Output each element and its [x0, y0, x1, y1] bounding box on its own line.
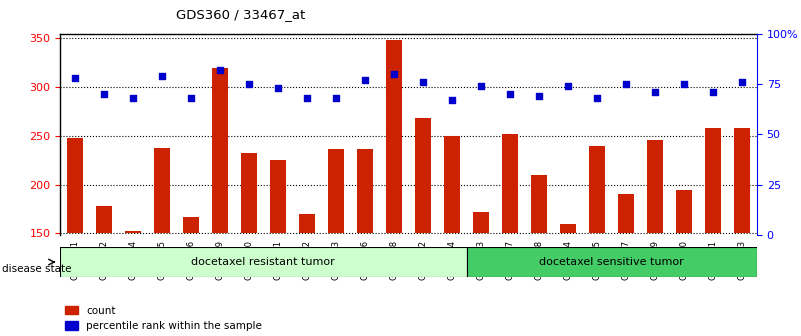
- Bar: [328, 150, 344, 233]
- Bar: [154, 148, 170, 233]
- Point: [127, 95, 139, 101]
- Bar: [357, 149, 373, 233]
- Point: [388, 71, 400, 77]
- Point: [533, 93, 545, 99]
- Text: docetaxel resistant tumor: docetaxel resistant tumor: [191, 257, 335, 267]
- Point: [155, 73, 168, 79]
- Bar: [473, 212, 489, 233]
- Point: [475, 83, 488, 89]
- Point: [678, 81, 690, 87]
- Point: [417, 79, 429, 85]
- Point: [504, 91, 517, 97]
- Point: [620, 81, 633, 87]
- Point: [649, 89, 662, 95]
- Bar: [125, 231, 141, 233]
- Point: [184, 95, 197, 101]
- Bar: [95, 206, 111, 233]
- Point: [707, 89, 720, 95]
- Bar: [590, 145, 606, 233]
- Bar: [60, 247, 466, 277]
- Point: [736, 79, 749, 85]
- Point: [243, 81, 256, 87]
- Bar: [466, 247, 757, 277]
- Bar: [241, 154, 257, 233]
- Bar: [386, 40, 402, 233]
- Point: [68, 75, 81, 81]
- Bar: [299, 214, 315, 233]
- Point: [300, 95, 313, 101]
- Point: [445, 97, 458, 103]
- Bar: [706, 128, 722, 233]
- Bar: [502, 134, 518, 233]
- Point: [562, 83, 574, 89]
- Bar: [647, 140, 663, 233]
- Bar: [66, 138, 83, 233]
- Bar: [676, 191, 692, 233]
- Bar: [735, 128, 751, 233]
- Bar: [415, 118, 431, 233]
- Bar: [444, 136, 460, 233]
- Point: [359, 77, 372, 83]
- Bar: [531, 175, 547, 233]
- Bar: [618, 194, 634, 233]
- Text: disease state: disease state: [2, 264, 72, 274]
- Legend: count, percentile rank within the sample: count, percentile rank within the sample: [66, 305, 262, 331]
- Text: GDS360 / 33467_at: GDS360 / 33467_at: [176, 8, 305, 22]
- Point: [591, 95, 604, 101]
- Bar: [211, 68, 227, 233]
- Point: [272, 85, 284, 91]
- Bar: [183, 217, 199, 233]
- Point: [329, 95, 342, 101]
- Point: [97, 91, 110, 97]
- Bar: [270, 160, 286, 233]
- Bar: [560, 223, 576, 233]
- Text: docetaxel sensitive tumor: docetaxel sensitive tumor: [539, 257, 684, 267]
- Point: [213, 67, 226, 73]
